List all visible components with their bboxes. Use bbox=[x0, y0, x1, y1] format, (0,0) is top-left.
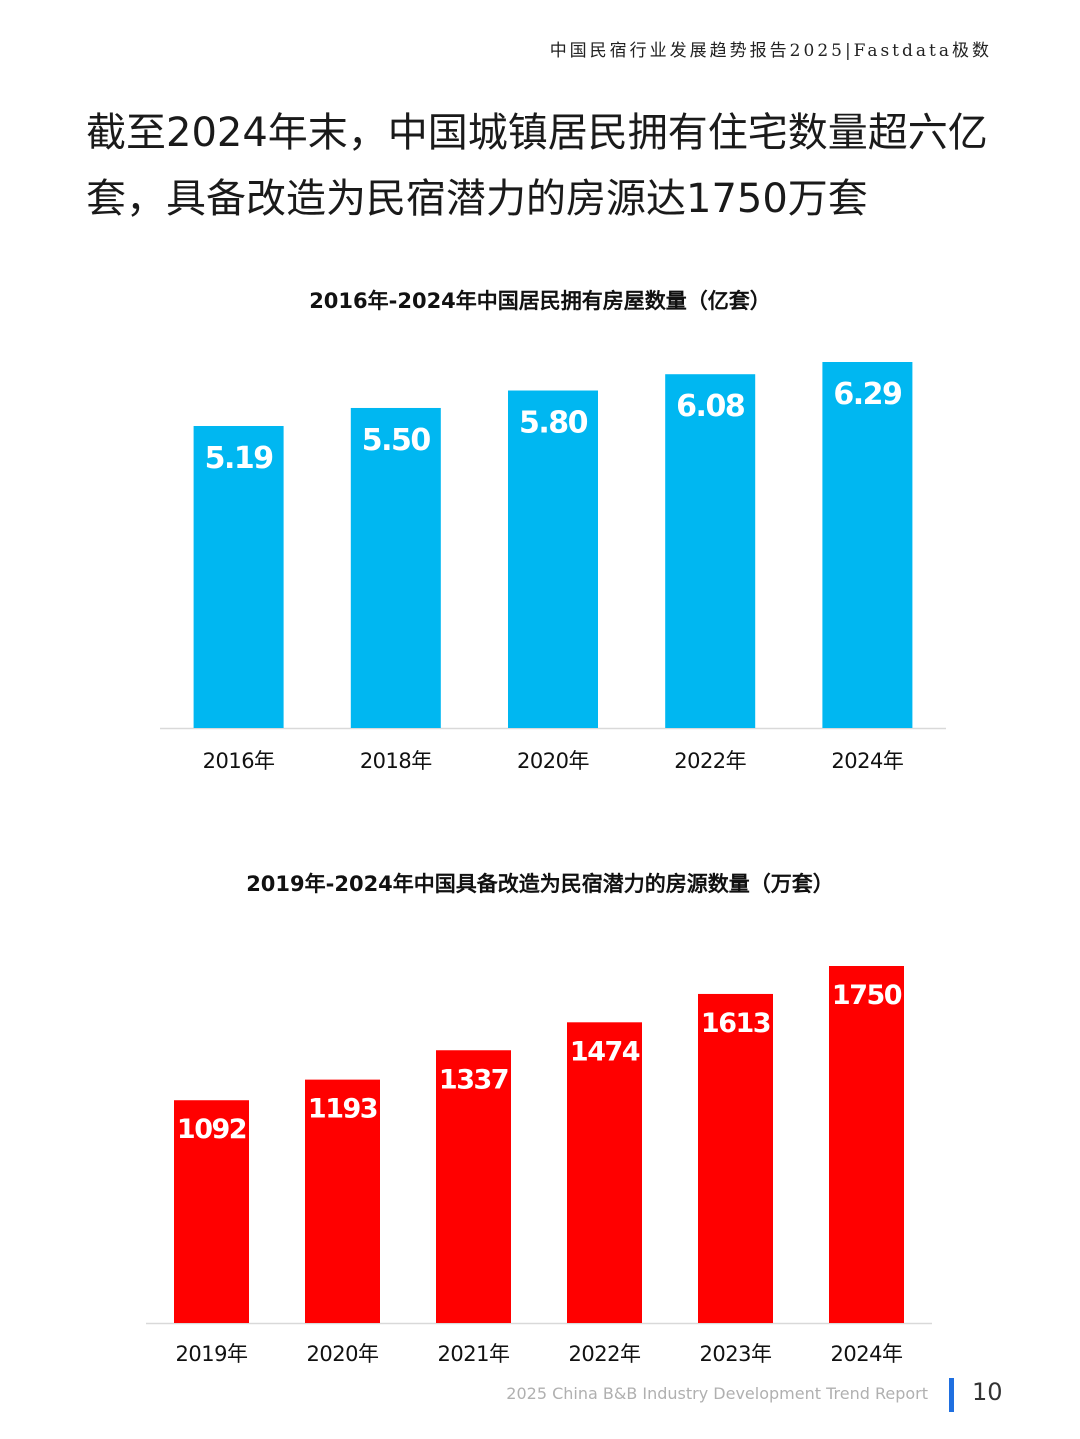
chart2-value-label-2: 1337 bbox=[439, 1064, 508, 1095]
chart1-bar-0 bbox=[193, 426, 284, 728]
chart1-tick-label-1: 2018年 bbox=[360, 749, 432, 773]
chart2-tick-label-0: 2019年 bbox=[176, 1342, 248, 1366]
chart1-bar-4 bbox=[822, 362, 913, 728]
chart2-tick-label-1: 2020年 bbox=[307, 1342, 379, 1366]
chart1-value-label-2: 5.80 bbox=[519, 406, 588, 441]
chart2-tick-label-2: 2021年 bbox=[438, 1342, 510, 1366]
page-number: 10 bbox=[972, 1378, 1003, 1406]
chart1-tick-label-0: 2016年 bbox=[203, 749, 275, 773]
chart1-value-label-1: 5.50 bbox=[362, 423, 431, 458]
chart2-value-label-4: 1613 bbox=[701, 1008, 770, 1039]
chart1-tick-label-3: 2022年 bbox=[674, 749, 746, 773]
headline-line-2: 套，具备改造为民宿潜力的房源达1750万套 bbox=[86, 176, 868, 222]
chart2-bar-5 bbox=[829, 966, 904, 1323]
chart2-value-label-1: 1193 bbox=[308, 1094, 377, 1125]
chart1-value-label-3: 6.08 bbox=[676, 389, 745, 424]
chart1-bar-2 bbox=[508, 390, 598, 728]
footer-accent-bar bbox=[949, 1378, 954, 1412]
page-headline: 截至2024年末，中国城镇居民拥有住宅数量超六亿 套，具备改造为民宿潜力的房源达… bbox=[86, 100, 1006, 232]
chart2-bar-1 bbox=[305, 1079, 380, 1323]
chart2-value-label-5: 1750 bbox=[832, 980, 902, 1011]
chart2-tick-label-5: 2024年 bbox=[831, 1342, 903, 1366]
chart2-bar-0 bbox=[174, 1100, 249, 1323]
housing-stock-chart: 5.19 2016年 5.50 2018年 5.80 2020年 6.08 2022年 6.29… bbox=[160, 362, 946, 773]
chart1-value-label-0: 5.19 bbox=[205, 441, 273, 476]
chart2-value-label-3: 1474 bbox=[570, 1036, 640, 1067]
report-brand-header: 中国民宿行业发展趋势报告2025|Fastdata极数 bbox=[549, 41, 992, 61]
chart1-title: 2016年-2024年中国居民拥有房屋数量（亿套） bbox=[309, 289, 771, 313]
footer-report-name: 2025 China B&B Industry Development Tren… bbox=[506, 1384, 928, 1403]
chart1-bar-1 bbox=[350, 407, 441, 728]
chart2-bar-4 bbox=[698, 993, 773, 1323]
chart1-tick-label-4: 2024年 bbox=[831, 749, 903, 773]
chart1-tick-label-2: 2020年 bbox=[517, 749, 589, 773]
chart2-bar-3 bbox=[567, 1022, 642, 1323]
chart2-value-label-0: 1092 bbox=[177, 1114, 246, 1145]
chart1-value-label-4: 6.29 bbox=[833, 377, 901, 412]
bnb-potential-chart: 1092 2019年 1193 2020年 1337 2021年 1474 2022年 1613… bbox=[146, 966, 932, 1366]
chart2-title: 2019年-2024年中国具备改造为民宿潜力的房源数量（万套） bbox=[246, 872, 834, 896]
headline-line-1: 截至2024年末，中国城镇居民拥有住宅数量超六亿 bbox=[86, 110, 988, 156]
chart2-bar-2 bbox=[436, 1050, 511, 1323]
chart1-bar-3 bbox=[665, 374, 756, 728]
chart2-tick-label-4: 2023年 bbox=[700, 1342, 772, 1366]
chart2-tick-label-3: 2022年 bbox=[569, 1342, 641, 1366]
